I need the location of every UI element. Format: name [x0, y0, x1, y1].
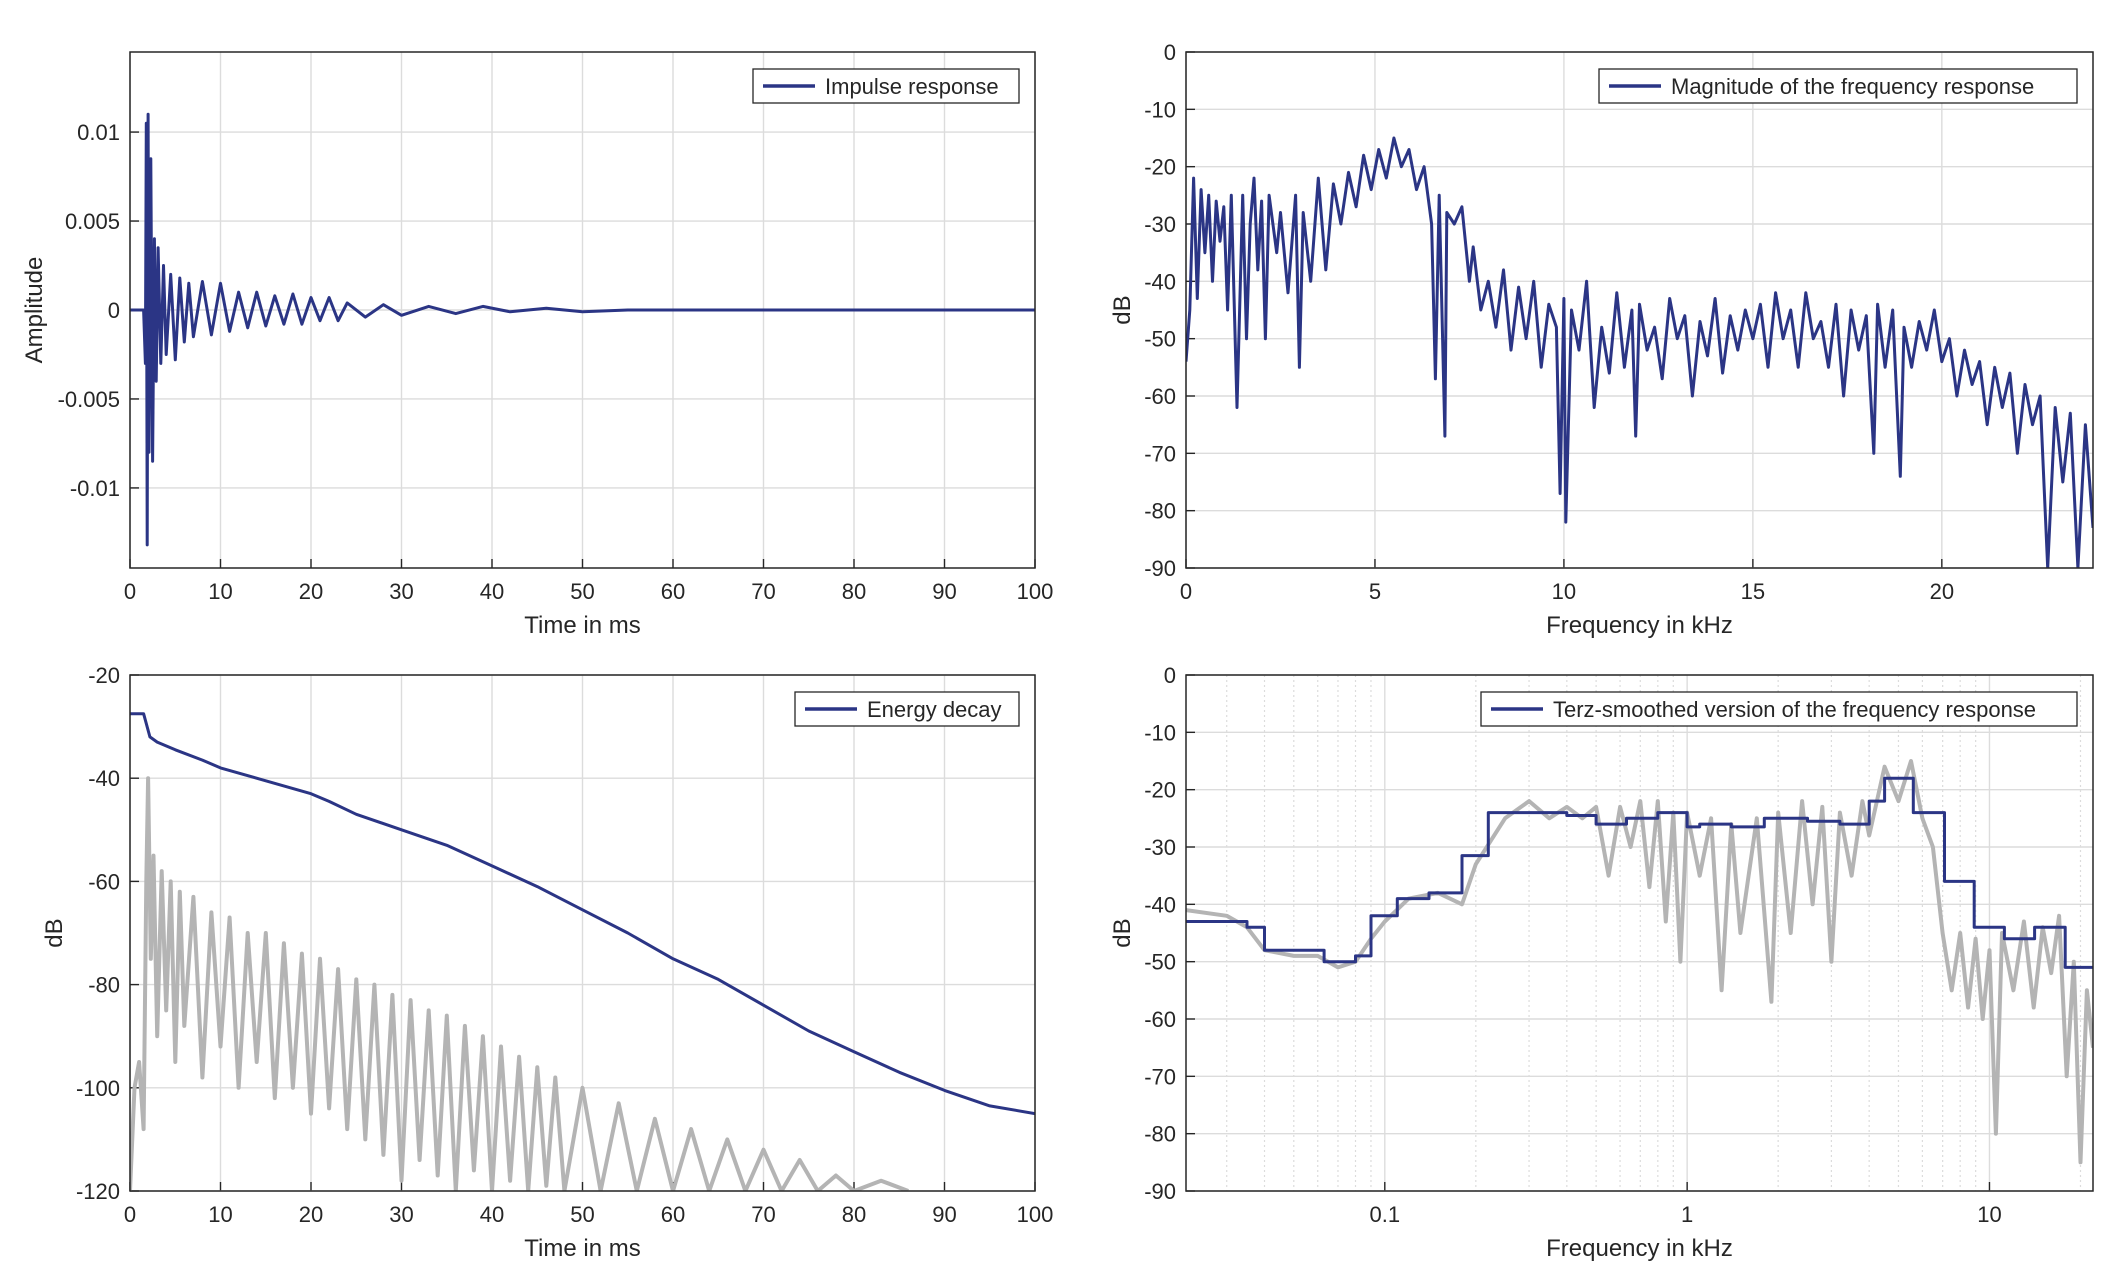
- impulse-x-tick-label: 50: [570, 579, 594, 604]
- energy-decay-x-axis-label: Time in ms: [524, 1235, 640, 1262]
- energy-decay-x-tick-label: 100: [1017, 1202, 1054, 1227]
- magnitude-legend: Magnitude of the frequency response: [1598, 68, 2078, 104]
- terz-y-tick-label: -80: [1144, 1122, 1176, 1147]
- magnitude-legend-label: Magnitude of the frequency response: [1671, 74, 2034, 99]
- impulse-y-tick-label: 0: [108, 298, 120, 323]
- impulse-panel: 0 10 20 30 40 50 60 70 80 90 100 -0.01 -0.005 0 0.005 0…: [21, 51, 1054, 639]
- energy-decay-x-tick-label: 40: [480, 1202, 504, 1227]
- terz-legend-label: Terz-smoothed version of the frequency r…: [1553, 697, 2036, 722]
- impulse-y-tick-label: -0.01: [70, 476, 120, 501]
- terz-legend-box: [1480, 691, 2078, 727]
- energy-decay-x-tick-label: 70: [751, 1202, 775, 1227]
- terz-x-tick-label: 0.1: [1370, 1202, 1401, 1227]
- terz-y-tick-label: -10: [1144, 720, 1176, 745]
- impulse-legend-label: Impulse response: [825, 74, 999, 99]
- magnitude-x-tick-label: 0: [1180, 579, 1192, 604]
- impulse-series-group: [130, 112, 1035, 547]
- energy-decay-x-tick-label: 80: [842, 1202, 866, 1227]
- impulse-x-tick-label: 70: [751, 579, 775, 604]
- energy-decay-y-tick-label: -20: [88, 663, 120, 688]
- magnitude-panel: 0 5 10 15 20 0 -10 -20 -30 -40 -50 -60 -70 -80 -90 Freq…: [1109, 40, 2094, 639]
- energy-decay-x-tick-label: 30: [389, 1202, 413, 1227]
- terz-y-tick-label: -20: [1144, 778, 1176, 803]
- magnitude-x-tick-label: 20: [1930, 579, 1954, 604]
- impulse-y-tick-label: 0.005: [65, 209, 120, 234]
- terz-y-tick-label: -60: [1144, 1007, 1176, 1032]
- energy-decay-series-background-curve: [130, 776, 910, 1191]
- energy-decay-x-tick-label: 90: [932, 1202, 956, 1227]
- magnitude-x-tick-label: 15: [1741, 579, 1765, 604]
- terz-y-tick-label: -50: [1144, 950, 1176, 975]
- magnitude-x-tick-label: 10: [1552, 579, 1576, 604]
- magnitude-x-axis-label: Frequency in kHz: [1546, 612, 1733, 639]
- impulse-x-tick-label: 20: [299, 579, 323, 604]
- magnitude-y-tick-label: -20: [1144, 155, 1176, 180]
- energy-decay-panel: 0 10 20 30 40 50 60 70 80 90 100 -20 -40 -60 -80 -100 -1…: [41, 663, 1053, 1262]
- impulse-x-tick-label: 60: [661, 579, 685, 604]
- magnitude-y-tick-label: -40: [1144, 269, 1176, 294]
- terz-plot-area: [1186, 675, 2093, 1191]
- magnitude-y-tick-label: -10: [1144, 97, 1176, 122]
- energy-decay-axes-box: [129, 674, 1036, 1192]
- terz-y-tick-label: -30: [1144, 835, 1176, 860]
- magnitude-y-tick-label: -60: [1144, 384, 1176, 409]
- impulse-x-axis-label: Time in ms: [524, 612, 640, 639]
- energy-decay-y-tick-label: -40: [88, 766, 120, 791]
- impulse-x-tick-label: 30: [389, 579, 413, 604]
- terz-series-terz-smoothed-version-of-the-frequency-response: [1186, 776, 2093, 969]
- impulse-y-axis-label: Amplitude: [21, 257, 48, 364]
- magnitude-legend-box: [1598, 68, 2078, 104]
- magnitude-series-group: [1186, 136, 2093, 568]
- magnitude-y-tick-label: -70: [1144, 441, 1176, 466]
- magnitude-y-tick-label: -30: [1144, 212, 1176, 237]
- magnitude-y-tick-label: -50: [1144, 327, 1176, 352]
- impulse-x-tick-label: 80: [842, 579, 866, 604]
- magnitude-axes-box: [1185, 51, 2094, 569]
- terz-y-tick-label: -70: [1144, 1064, 1176, 1089]
- magnitude-y-axis-label: dB: [1109, 295, 1136, 324]
- energy-decay-x-tick-label: 50: [570, 1202, 594, 1227]
- impulse-x-tick-label: 90: [932, 579, 956, 604]
- energy-decay-y-tick-label: -80: [88, 973, 120, 998]
- impulse-x-tick-label: 100: [1017, 579, 1054, 604]
- impulse-axes-box: [129, 51, 1036, 569]
- energy-decay-y-tick-label: -100: [76, 1076, 120, 1101]
- impulse-x-tick-label: 0: [124, 579, 136, 604]
- impulse-x-tick-label: 10: [208, 579, 232, 604]
- energy-decay-series-group: [130, 712, 1035, 1191]
- terz-panel: 0.1 1 10 0 -10 -20 -30 -40 -50 -60 -70 -80 -90 Freque…: [1109, 663, 2094, 1262]
- terz-axes-box: [1185, 674, 2094, 1192]
- energy-decay-y-axis-label: dB: [41, 918, 68, 947]
- energy-decay-legend: Energy decay: [794, 691, 1020, 727]
- terz-x-tick-label: 1: [1681, 1202, 1693, 1227]
- impulse-y-tick-label: -0.005: [58, 387, 120, 412]
- energy-decay-x-tick-label: 60: [661, 1202, 685, 1227]
- magnitude-x-tick-label: 5: [1369, 579, 1381, 604]
- energy-decay-x-tick-label: 20: [299, 1202, 323, 1227]
- energy-decay-x-tick-label: 0: [124, 1202, 136, 1227]
- magnitude-y-tick-label: -80: [1144, 499, 1176, 524]
- energy-decay-legend-label: Energy decay: [867, 697, 1002, 722]
- magnitude-series-magnitude-of-the-frequency-response: [1186, 136, 2093, 568]
- magnitude-y-tick-label: -90: [1144, 556, 1176, 581]
- terz-series-background-curve: [1186, 759, 2093, 1165]
- impulse-x-tick-label: 40: [480, 579, 504, 604]
- energy-decay-y-tick-label: -120: [76, 1179, 120, 1204]
- impulse-series-impulse-response: [130, 112, 1035, 547]
- terz-y-tick-label: -40: [1144, 892, 1176, 917]
- impulse-legend: Impulse response: [752, 68, 1020, 104]
- magnitude-y-tick-label: 0: [1164, 40, 1176, 65]
- energy-decay-x-tick-label: 10: [208, 1202, 232, 1227]
- terz-y-axis-label: dB: [1109, 918, 1136, 947]
- terz-y-tick-label: 0: [1164, 663, 1176, 688]
- terz-y-tick-label: -90: [1144, 1179, 1176, 1204]
- terz-legend: Terz-smoothed version of the frequency r…: [1480, 691, 2078, 727]
- energy-decay-series-energy-decay: [130, 712, 1035, 1116]
- impulse-y-tick-label: 0.01: [77, 120, 120, 145]
- terz-x-axis-label: Frequency in kHz: [1546, 1235, 1733, 1262]
- terz-series-group: [1186, 759, 2093, 1165]
- energy-decay-y-tick-label: -60: [88, 869, 120, 894]
- terz-x-tick-label: 10: [1977, 1202, 2001, 1227]
